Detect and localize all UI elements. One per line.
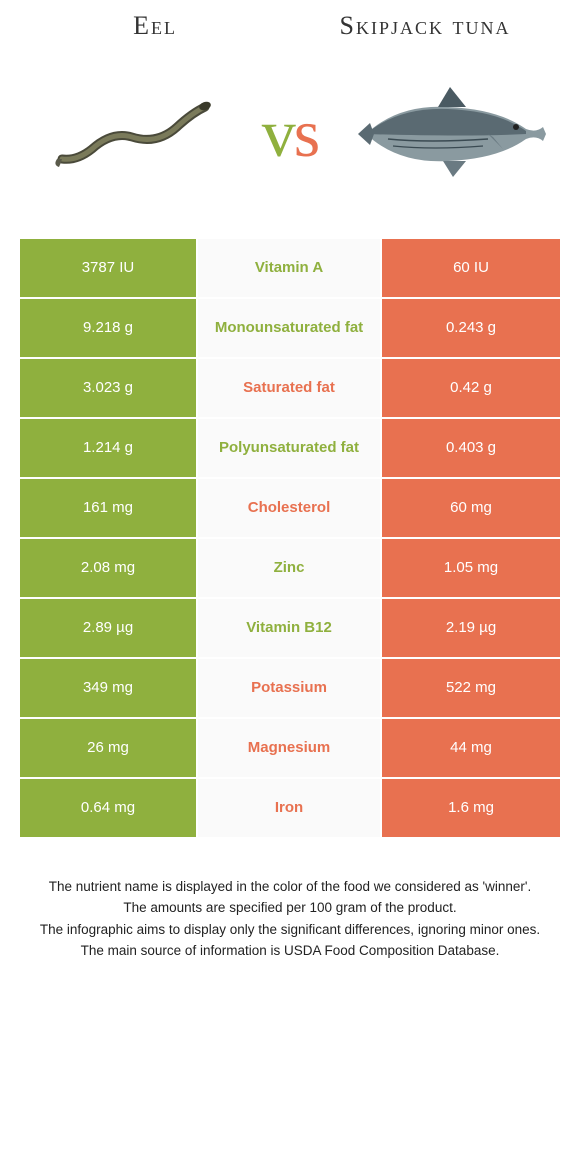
- left-value: 3787 IU: [20, 239, 198, 297]
- left-value: 2.89 µg: [20, 599, 198, 657]
- table-row: 9.218 gMonounsaturated fat0.243 g: [20, 299, 560, 357]
- table-row: 2.89 µgVitamin B122.19 µg: [20, 599, 560, 657]
- footnote-line: The main source of information is USDA F…: [24, 941, 556, 961]
- left-value: 161 mg: [20, 479, 198, 537]
- table-row: 3787 IUVitamin A60 IU: [20, 239, 560, 297]
- nutrient-name: Zinc: [198, 539, 382, 597]
- vs-s: s: [294, 94, 318, 173]
- left-food-title: Eel: [20, 12, 290, 41]
- tuna-icon: [348, 79, 548, 189]
- right-value: 1.05 mg: [382, 539, 560, 597]
- footnotes: The nutrient name is displayed in the co…: [24, 877, 556, 961]
- right-value: 2.19 µg: [382, 599, 560, 657]
- right-food-title: Skipjack tuna: [290, 12, 560, 41]
- right-value: 522 mg: [382, 659, 560, 717]
- left-value: 26 mg: [20, 719, 198, 777]
- right-value: 0.243 g: [382, 299, 560, 357]
- left-value: 1.214 g: [20, 419, 198, 477]
- nutrient-name: Saturated fat: [198, 359, 382, 417]
- nutrient-name: Vitamin B12: [198, 599, 382, 657]
- table-row: 0.64 mgIron1.6 mg: [20, 779, 560, 837]
- right-value: 0.403 g: [382, 419, 560, 477]
- right-value: 1.6 mg: [382, 779, 560, 837]
- left-value: 349 mg: [20, 659, 198, 717]
- nutrient-name: Vitamin A: [198, 239, 382, 297]
- nutrient-name: Polyunsaturated fat: [198, 419, 382, 477]
- table-row: 161 mgCholesterol60 mg: [20, 479, 560, 537]
- footnote-line: The infographic aims to display only the…: [24, 920, 556, 940]
- vs-label: vs: [262, 94, 318, 173]
- footnote-line: The nutrient name is displayed in the co…: [24, 877, 556, 897]
- left-value: 0.64 mg: [20, 779, 198, 837]
- tuna-image: [326, 69, 570, 199]
- nutrient-name: Potassium: [198, 659, 382, 717]
- left-value: 9.218 g: [20, 299, 198, 357]
- eel-icon: [47, 89, 217, 179]
- table-row: 349 mgPotassium522 mg: [20, 659, 560, 717]
- right-value: 44 mg: [382, 719, 560, 777]
- eel-image: [10, 69, 254, 199]
- table-row: 26 mgMagnesium44 mg: [20, 719, 560, 777]
- nutrient-name: Iron: [198, 779, 382, 837]
- nutrient-name: Magnesium: [198, 719, 382, 777]
- header: Eel Skipjack tuna: [0, 0, 580, 49]
- right-value: 60 IU: [382, 239, 560, 297]
- nutrient-name: Cholesterol: [198, 479, 382, 537]
- vs-row: vs: [0, 49, 580, 239]
- table-row: 1.214 gPolyunsaturated fat0.403 g: [20, 419, 560, 477]
- table-row: 3.023 gSaturated fat0.42 g: [20, 359, 560, 417]
- table-row: 2.08 mgZinc1.05 mg: [20, 539, 560, 597]
- left-value: 3.023 g: [20, 359, 198, 417]
- right-value: 0.42 g: [382, 359, 560, 417]
- right-value: 60 mg: [382, 479, 560, 537]
- footnote-line: The amounts are specified per 100 gram o…: [24, 898, 556, 918]
- nutrient-name: Monounsaturated fat: [198, 299, 382, 357]
- left-value: 2.08 mg: [20, 539, 198, 597]
- vs-v: v: [262, 94, 294, 173]
- comparison-table: 3787 IUVitamin A60 IU9.218 gMonounsatura…: [20, 239, 560, 837]
